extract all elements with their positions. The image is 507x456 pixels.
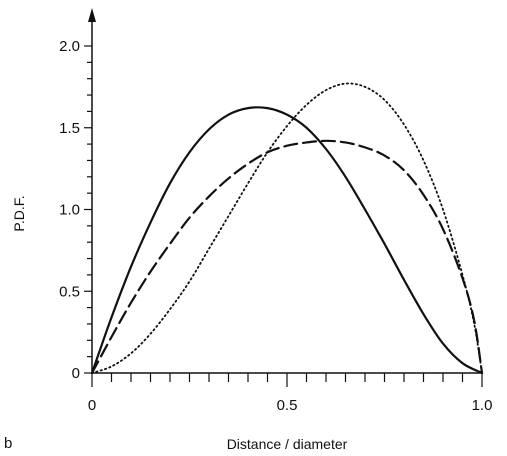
y-tick-label: 0.5: [59, 283, 80, 300]
series-line-dotted: [92, 83, 482, 373]
y-tick-label: 2.0: [59, 38, 80, 55]
series-group: [92, 83, 482, 373]
y-axis-arrow-icon: [88, 8, 96, 22]
x-tick-label: 0.5: [277, 397, 298, 414]
y-tick-label: 1.0: [59, 202, 80, 219]
y-tick-label: 1.5: [59, 120, 80, 137]
y-tick-label: 0: [72, 365, 80, 382]
y-axis-title: P.D.F.: [11, 195, 27, 231]
x-axis-title: Distance / diameter: [227, 436, 348, 452]
x-axis-ticks: 0 0.5 1.0: [88, 373, 493, 414]
x-tick-label: 0: [88, 397, 96, 414]
x-tick-label: 1.0: [472, 397, 493, 414]
series-line-dashed: [92, 141, 482, 373]
panel-label: b: [4, 435, 12, 452]
y-axis-ticks: 0 0.5 1.0 1.5 2.0: [59, 38, 92, 382]
